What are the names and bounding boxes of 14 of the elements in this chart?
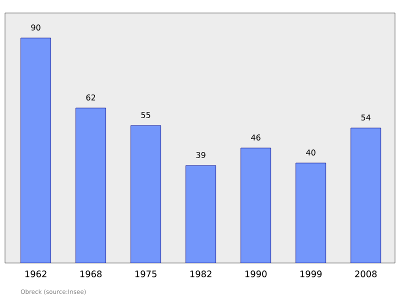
x-tick-label: 1982 bbox=[190, 270, 212, 278]
x-tick-label: 1999 bbox=[300, 270, 322, 278]
bar bbox=[240, 148, 272, 263]
bar bbox=[130, 125, 162, 263]
x-tick-label: 1962 bbox=[25, 270, 46, 278]
bar bbox=[20, 38, 52, 263]
bar bbox=[350, 128, 382, 263]
bar bbox=[76, 108, 106, 263]
x-tick-label: 1975 bbox=[135, 270, 156, 278]
x-tick-label: 2008 bbox=[355, 270, 377, 278]
bar bbox=[296, 162, 326, 263]
bar bbox=[186, 165, 216, 263]
x-tick-label: 1990 bbox=[245, 270, 267, 278]
x-tick-label: 1968 bbox=[80, 270, 102, 278]
